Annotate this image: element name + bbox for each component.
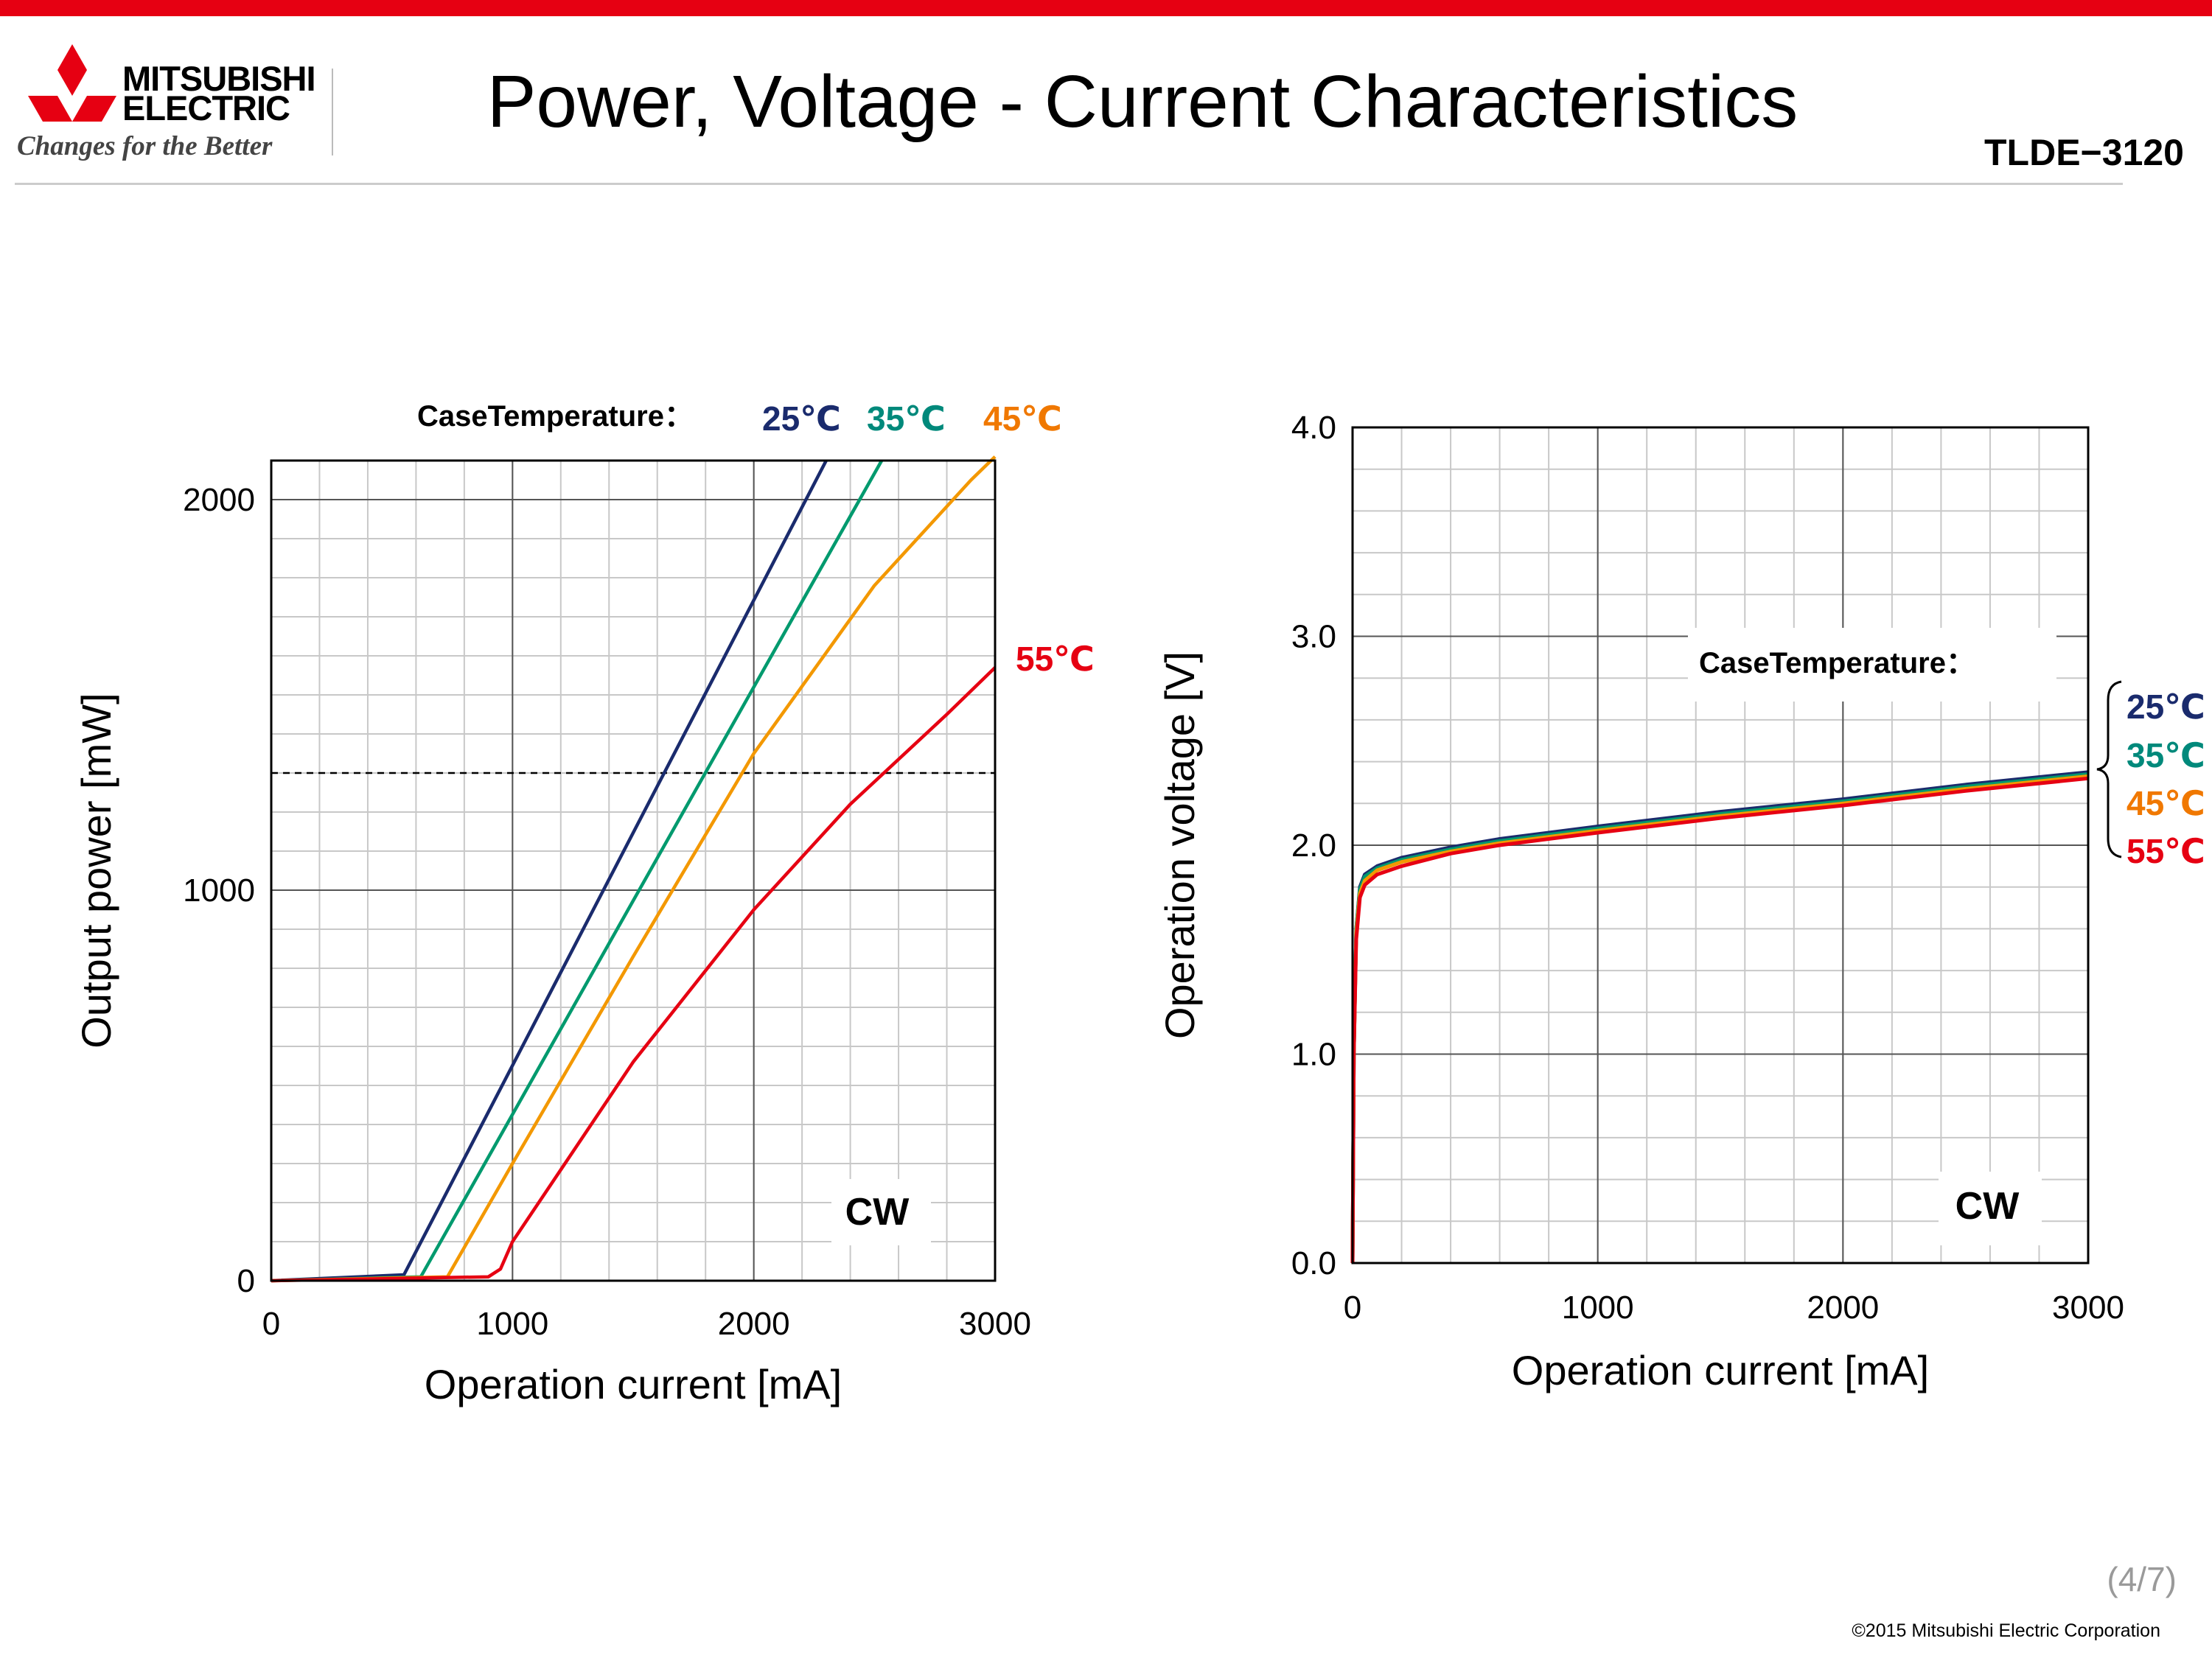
logo-divider [332,69,333,155]
brand-name-line2: ELECTRIC [122,88,290,127]
copyright-notice: ©2015 Mitsubishi Electric Corporation [1852,1620,2160,1641]
series-line-55c [271,666,997,1283]
model-number: TLDE−3120 [1984,132,2184,173]
x-tick-label: 0 [262,1306,280,1342]
y-axis-label: Output power [mW] [73,693,119,1048]
legend-title: CaseTemperature： [1699,647,1975,679]
legend-entry: 55℃ [2126,832,2205,870]
y-tick-label: 2000 [183,482,255,518]
x-tick-label: 3000 [959,1306,1031,1342]
mode-label: CW [845,1191,910,1234]
plot-frame [270,459,997,1282]
series-line-25c [271,459,828,1283]
x-tick-label: 0 [1344,1290,1361,1326]
legend-entry: 35℃ [2126,736,2205,774]
top-accent-bar [0,0,2212,16]
minor-grid [271,461,995,1281]
y-tick-label: 3.0 [1291,619,1336,655]
x-axis-label: Operation current [mA] [425,1361,842,1407]
legend-entry: 45℃ [983,399,1062,438]
x-tick-label: 2000 [1807,1290,1879,1326]
mode-label: CW [1955,1185,2020,1228]
x-axis-label: Operation current [mA] [1512,1347,1929,1393]
legend-title: CaseTemperature： [417,400,694,433]
legend-entry: 25℃ [762,399,841,438]
power-current-chart: 0 1000 2000 3000 0 1000 2000 Operation current … [73,399,1095,1407]
header-divider [15,183,2123,185]
y-tick-label: 0.0 [1291,1245,1336,1281]
plot-frame [1351,426,2090,1265]
company-logo: MITSUBISHI ELECTRIC Changes for the Bett… [13,41,333,166]
voltage-current-chart: 0 1000 2000 3000 0.0 1.0 2.0 3.0 4.0 Operation cu… [1156,410,2205,1393]
legend-entry: 35℃ [867,399,946,438]
series-line-45c [271,455,997,1283]
three-diamonds-icon [28,44,116,122]
x-tick-label: 1000 [476,1306,548,1342]
y-axis-label: Operation voltage [V] [1156,651,1203,1039]
x-tick-label: 2000 [718,1306,790,1342]
y-tick-label: 4.0 [1291,410,1336,446]
data-series [1350,770,2089,1264]
major-grid [271,461,996,1281]
brand-name-line1: MITSUBISHI [122,59,316,98]
legend-entry: 55℃ [1016,640,1095,678]
page-title: Power, Voltage - Current Characteristics [486,60,1798,143]
y-tick-label: 2.0 [1291,828,1336,864]
brand-tagline: Changes for the Better [17,131,273,161]
legend-entry: 25℃ [2126,688,2205,726]
legend-entry: 45℃ [2126,784,2205,822]
y-tick-label: 0 [237,1263,255,1299]
mode-label-background [831,1179,931,1245]
data-series [271,455,997,1283]
legend-background [1688,628,2056,702]
x-tick-label: 3000 [2052,1290,2124,1326]
page-number: (4/7) [2107,1560,2177,1598]
legend-brace [2096,680,2122,858]
series-line-55c [1350,776,2089,1264]
y-tick-label: 1.0 [1291,1037,1336,1073]
x-tick-label: 1000 [1562,1290,1634,1326]
y-tick-label: 1000 [183,872,255,909]
mode-label-background [1939,1172,2042,1245]
